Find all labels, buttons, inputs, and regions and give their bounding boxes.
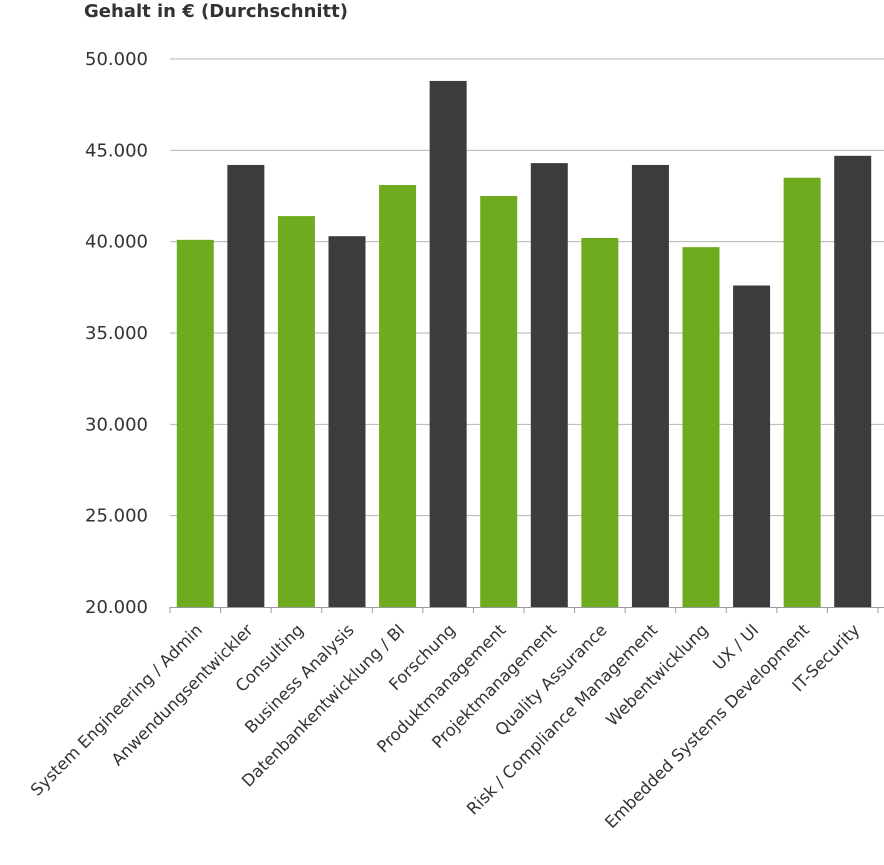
bar [733, 285, 771, 607]
bar [530, 163, 568, 607]
y-tick-label: 50.000 [85, 49, 148, 70]
grid-layer [170, 58, 884, 517]
bar [176, 239, 214, 607]
y-tick-label: 25.000 [85, 506, 148, 527]
chart-title: Gehalt in € (Durchschnitt) [84, 1, 348, 22]
bar [328, 236, 366, 608]
bar [227, 164, 265, 608]
bar [682, 247, 720, 607]
bar [631, 164, 669, 608]
y-tick-label: 40.000 [85, 232, 148, 253]
bar [379, 185, 417, 608]
y-tick-label: 35.000 [85, 323, 148, 344]
bar [429, 80, 467, 608]
bar [277, 216, 315, 608]
y-tick-label: 30.000 [85, 414, 148, 435]
bar [834, 155, 872, 607]
axis-layer [169, 607, 884, 613]
bars-layer [176, 80, 872, 608]
y-tick-label: 45.000 [85, 140, 148, 161]
bar [480, 196, 518, 607]
y-tick-label: 20.000 [85, 597, 148, 618]
bar [783, 177, 821, 607]
bar [581, 238, 619, 607]
